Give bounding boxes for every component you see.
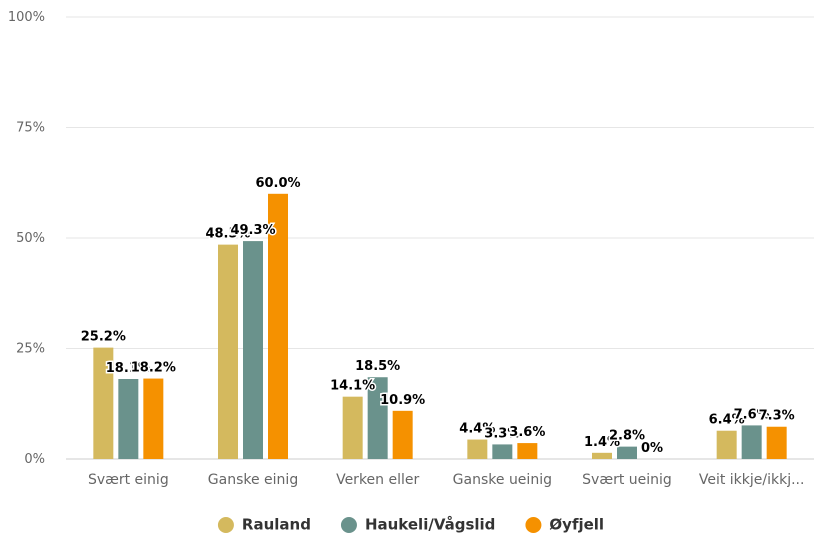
legend-label: Rauland: [242, 516, 311, 534]
data-label: 25.2%: [81, 330, 126, 345]
y-tick-label: 75%: [16, 121, 45, 136]
y-tick-label: 0%: [24, 452, 45, 467]
x-tick-label: Verken eller: [336, 472, 419, 488]
data-label: 4.4%: [459, 422, 495, 437]
bar[interactable]: [492, 444, 513, 459]
bar[interactable]: [118, 378, 139, 459]
data-label: 7.3%: [759, 409, 795, 424]
data-label: 6.4%: [709, 413, 745, 428]
data-label: 14.1%: [330, 379, 375, 394]
data-label: 18.1%: [106, 361, 151, 376]
bar[interactable]: [93, 347, 114, 459]
y-axis-ticks: 0% 25% 50% 75% 100%: [8, 10, 45, 467]
bar[interactable]: [367, 377, 388, 459]
data-label: 2.8%: [609, 429, 645, 444]
data-label: 0%: [641, 441, 663, 456]
x-tick-label: Veit ikkje/ikkj...: [699, 472, 805, 488]
bar[interactable]: [716, 430, 737, 459]
data-label: 18.5%: [355, 359, 400, 374]
data-label: 60.0%: [255, 176, 300, 191]
bar[interactable]: [592, 452, 612, 459]
bar[interactable]: [143, 378, 164, 459]
bar[interactable]: [617, 446, 637, 459]
data-label: 18.2%: [131, 361, 176, 376]
legend-marker: [340, 517, 357, 533]
legend-label: Haukeli/Vågslid: [365, 516, 495, 534]
data-label: 49.3%: [230, 223, 275, 238]
data-labels: 25.2% 18.1%18.2% 48.5%49.3% 60.0% 14.1% 18.5%…: [79, 174, 796, 457]
bar[interactable]: [517, 443, 538, 459]
legend-item[interactable]: Øyfjell: [525, 516, 604, 534]
bar[interactable]: [467, 439, 488, 459]
data-label: 7.6%: [734, 407, 770, 422]
x-axis-ticks: Svært einig Ganske einig Verken eller Gansk…: [88, 472, 805, 488]
bar[interactable]: [243, 241, 263, 459]
data-label: 10.9%: [380, 393, 425, 408]
bars: [93, 193, 787, 460]
x-tick-label: Svært ueinig: [582, 472, 672, 488]
bar[interactable]: [268, 193, 288, 460]
gridlines: [66, 16, 814, 460]
data-label: 3.3%: [484, 426, 520, 441]
x-tick-label: Ganske einig: [208, 472, 298, 488]
legend-marker: [217, 517, 234, 533]
legend-marker: [525, 517, 542, 533]
legend-item[interactable]: Haukeli/Vågslid: [340, 516, 495, 534]
bar[interactable]: [766, 426, 787, 459]
bar[interactable]: [218, 244, 238, 459]
legend-item[interactable]: Rauland: [217, 516, 311, 534]
y-tick-label: 25%: [16, 342, 45, 357]
x-tick-label: Ganske ueinig: [453, 472, 552, 488]
bar[interactable]: [741, 425, 762, 459]
data-label: 48.5%: [205, 227, 250, 242]
bar[interactable]: [342, 396, 363, 459]
x-tick-label: Svært einig: [88, 472, 169, 488]
legend[interactable]: Rauland Haukeli/Vågslid Øyfjell: [217, 516, 604, 534]
data-label: 3.6%: [509, 425, 545, 440]
bar[interactable]: [392, 410, 413, 459]
y-tick-label: 50%: [16, 231, 45, 246]
y-tick-label: 100%: [8, 10, 45, 25]
data-label: 1.4%: [584, 435, 620, 450]
legend-label: Øyfjell: [549, 516, 604, 534]
